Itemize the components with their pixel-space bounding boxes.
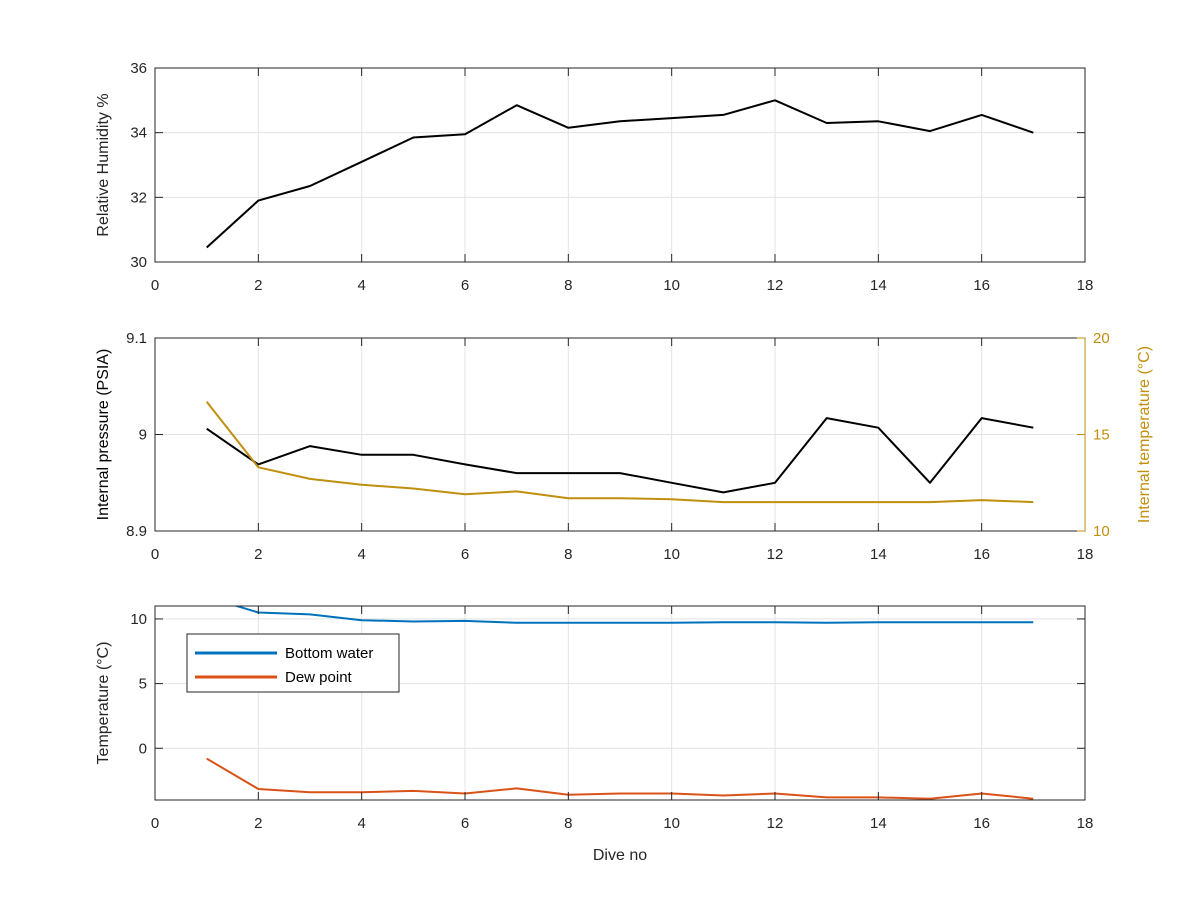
x-tick-label: 4: [357, 546, 365, 563]
series-line-1: [206, 417, 1034, 494]
subplot-3: 0 2 4 6 8 10 12 14 16 18 0 5 10 Temperature (°C) Dive …: [95, 605, 1094, 864]
y-tick-label-right: 15: [1093, 427, 1110, 444]
legend-box: [186, 633, 400, 693]
x-tick-label: 16: [973, 815, 990, 832]
x-tick-label: 8: [564, 815, 572, 832]
y-axis-label: Relative Humidity %: [95, 93, 112, 236]
x-axis-label: Dive no: [593, 847, 647, 864]
x-tick-label: 16: [973, 277, 990, 294]
y-tick-label: 34: [130, 125, 147, 142]
x-tick-label: 0: [151, 815, 159, 832]
legend-label: Bottom water: [285, 645, 373, 662]
x-tick-label: 6: [461, 277, 469, 294]
x-tick-label: 10: [663, 546, 680, 563]
y-tick-label: 9.1: [126, 330, 147, 347]
x-tick-label: 18: [1077, 546, 1094, 563]
x-tick-label: 6: [461, 546, 469, 563]
x-tick-label: 14: [870, 277, 887, 294]
x-tick-label: 0: [151, 546, 159, 563]
x-tick-label: 8: [564, 546, 572, 563]
x-tick-label: 4: [357, 277, 365, 294]
series-line-1: [233, 606, 1034, 624]
y-tick-label: 5: [139, 676, 147, 693]
y-tick-label: 10: [130, 611, 147, 628]
x-tick-label: 14: [870, 815, 887, 832]
legend: Bottom water Dew point: [186, 633, 400, 693]
y-tick-label: 36: [130, 60, 147, 77]
subplot-1: 0 2 4 6 8 10 12 14 16 18 30 32 34 36 Relative Humidity…: [95, 60, 1093, 294]
series-line-2: [205, 401, 1034, 504]
x-tick-label: 18: [1077, 277, 1094, 294]
x-tick-label: 8: [564, 277, 572, 294]
legend-label: Dew point: [285, 669, 353, 686]
subplot-2: 0 2 4 6 8 10 12 14 16 18 8.9 9 9.1 10 15 20 Internal tem…: [95, 330, 1153, 563]
axes-box: [154, 67, 1086, 263]
x-tick-label: 18: [1077, 815, 1094, 832]
y-axis-label: Internal pressure (PSIA): [95, 349, 112, 521]
x-tick-label: 2: [254, 815, 262, 832]
x-tick-label: 2: [254, 546, 262, 563]
x-tick-label: 14: [870, 546, 887, 563]
x-tick-label: 16: [973, 546, 990, 563]
series-line-2: [206, 757, 1034, 800]
y-tick-label: 0: [139, 740, 147, 757]
y-tick-label: 9: [139, 427, 147, 444]
x-tick-label: 12: [767, 546, 784, 563]
y-axis-label: Temperature (°C): [95, 642, 112, 765]
y-tick-label: 30: [130, 254, 147, 271]
x-tick-label: 10: [663, 277, 680, 294]
x-tick-label: 0: [151, 277, 159, 294]
x-tick-label: 6: [461, 815, 469, 832]
x-tick-label: 10: [663, 815, 680, 832]
x-tick-label: 12: [767, 815, 784, 832]
y-tick-label-right: 10: [1093, 523, 1110, 540]
x-tick-label: 2: [254, 277, 262, 294]
series-line-1: [206, 99, 1034, 249]
y-tick-label-right: 20: [1093, 330, 1110, 347]
y-tick-label: 8.9: [126, 523, 147, 540]
x-tick-label: 12: [767, 277, 784, 294]
axes-box: [154, 605, 1086, 801]
y-tick-label: 32: [130, 189, 147, 206]
x-tick-label: 4: [357, 815, 365, 832]
y-axis-label-right: Internal temperature (°C): [1136, 346, 1153, 523]
